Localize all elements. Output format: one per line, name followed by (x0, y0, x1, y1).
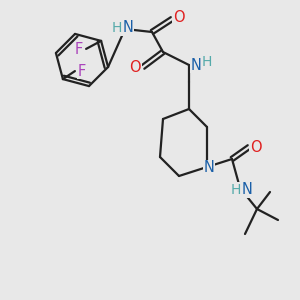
Text: N: N (204, 160, 214, 175)
Text: N: N (190, 58, 201, 73)
Text: O: O (250, 140, 262, 154)
Text: H: H (231, 183, 241, 197)
Text: F: F (78, 64, 86, 79)
Text: N: N (242, 182, 252, 197)
Text: O: O (129, 61, 141, 76)
Text: O: O (173, 11, 185, 26)
Text: H: H (202, 55, 212, 69)
Text: F: F (75, 42, 83, 57)
Text: H: H (112, 21, 122, 35)
Text: N: N (123, 20, 134, 35)
